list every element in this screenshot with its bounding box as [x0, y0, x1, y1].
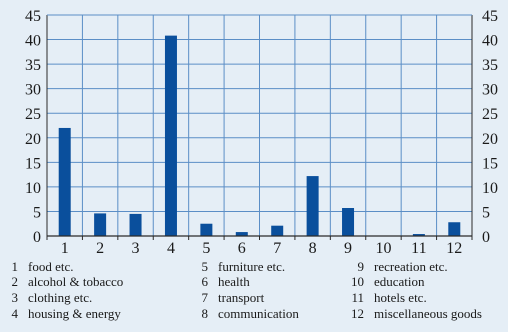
bar-6: [235, 232, 248, 236]
x-tick-label: 10: [375, 240, 391, 256]
legend-item-7: 7 transport: [194, 290, 265, 305]
y-tick-label-left: 25: [25, 106, 41, 123]
legend-label: food etc.: [28, 259, 74, 274]
legend-label: clothing etc.: [28, 290, 93, 305]
x-tick-label: 12: [446, 240, 462, 256]
x-tick-label: 5: [202, 240, 210, 256]
y-tick-label-left: 35: [25, 57, 41, 74]
legend-number: 10: [351, 274, 364, 289]
legend-number: 3: [11, 290, 19, 305]
x-tick-label: 4: [167, 240, 175, 256]
x-tick-label: 6: [238, 240, 246, 256]
category-legend: 1 food etc. 2 alcohol & tobacco 3 clothing …: [0, 256, 508, 332]
y-tick-label-right: 25: [482, 106, 498, 123]
x-tick-label: 11: [411, 240, 426, 256]
bar-4: [164, 35, 177, 237]
legend-label: health: [218, 274, 250, 289]
legend-item-4: 4 housing & energy: [4, 306, 121, 321]
legend-number: 11: [351, 290, 364, 305]
legend-label: hotels etc.: [374, 290, 427, 305]
legend-number: 9: [357, 259, 365, 274]
y-tick-label-right: 15: [482, 155, 498, 172]
legend-item-9: 9 recreation etc.: [348, 259, 448, 274]
legend-number: 12: [351, 306, 364, 321]
legend-label: education: [374, 274, 425, 289]
y-tick-label-right: 35: [482, 57, 498, 74]
legend-label: furniture etc.: [218, 259, 286, 274]
bar-12: [448, 222, 461, 236]
legend-label: alcohol & tobacco: [28, 274, 124, 289]
y-tick-label-left: 5: [33, 204, 41, 221]
y-tick-label-right: 0: [482, 229, 490, 246]
legend-label: recreation etc.: [374, 259, 448, 274]
legend-item-6: 6 health: [194, 274, 250, 289]
y-tick-label-right: 45: [482, 8, 498, 25]
legend-item-3: 3 clothing etc.: [4, 290, 93, 305]
bar-5: [200, 223, 213, 236]
y-tick-label-left: 10: [25, 180, 41, 197]
legend-label: miscellaneous goods: [374, 306, 482, 321]
legend-item-11: 11 hotels etc.: [348, 290, 427, 305]
legend-item-10: 10 education: [348, 274, 425, 289]
legend-item-2: 2 alcohol & tobacco: [4, 274, 124, 289]
bar-8: [306, 176, 319, 236]
x-tick-label: 3: [132, 240, 140, 256]
x-tick-label: 7: [273, 240, 281, 256]
y-tick-label-right: 30: [482, 82, 498, 99]
x-tick-label: 1: [61, 240, 69, 256]
bar-9: [342, 208, 355, 236]
y-tick-label-left: 0: [33, 229, 41, 246]
x-tick-label: 2: [96, 240, 104, 256]
legend-number: 1: [11, 259, 19, 274]
bar-7: [271, 225, 284, 236]
y-tick-label-right: 20: [482, 131, 498, 148]
y-tick-label-left: 40: [25, 33, 41, 50]
y-tick-label-left: 20: [25, 131, 41, 148]
y-tick-label-left: 15: [25, 155, 41, 172]
x-tick-label: 8: [309, 240, 317, 256]
y-tick-label-left: 30: [25, 82, 41, 99]
legend-number: 5: [201, 259, 209, 274]
legend-label: communication: [218, 306, 299, 321]
y-tick-label-left: 45: [25, 8, 41, 25]
legend-number: 6: [201, 274, 209, 289]
legend-number: 4: [11, 306, 19, 321]
bar-1: [58, 127, 71, 236]
legend-item-1: 1 food etc.: [4, 259, 74, 274]
x-tick-label: 9: [344, 240, 352, 256]
legend-number: 8: [201, 306, 209, 321]
legend-label: housing & energy: [28, 306, 121, 321]
legend-item-12: 12 miscellaneous goods: [348, 306, 482, 321]
y-tick-label-right: 10: [482, 180, 498, 197]
bar-2: [94, 213, 107, 236]
y-tick-label-right: 40: [482, 33, 498, 50]
legend-item-8: 8 communication: [194, 306, 299, 321]
bar-3: [129, 213, 142, 236]
legend-item-5: 5 furniture etc.: [194, 259, 286, 274]
legend-number: 7: [201, 290, 209, 305]
y-tick-label-right: 5: [482, 204, 490, 221]
legend-number: 2: [11, 274, 19, 289]
legend-label: transport: [218, 290, 265, 305]
bar-11: [412, 234, 425, 236]
